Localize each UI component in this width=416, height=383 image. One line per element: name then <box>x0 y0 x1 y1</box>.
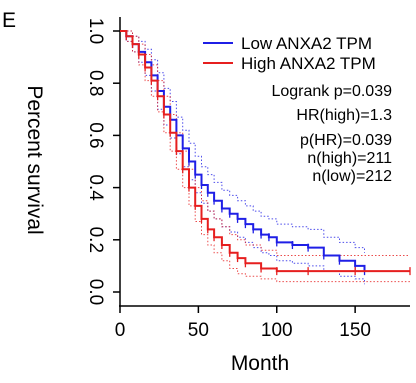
stat-line-3: n(high)=211 <box>307 150 392 167</box>
stats-annotations: Logrank p=0.039HR(high)=1.3p(HR)=0.039n(… <box>271 83 392 185</box>
legend-label-0: Low ANXA2 TPM <box>241 34 372 53</box>
ci-upper-0 <box>120 30 365 253</box>
x-tick-label: 100 <box>261 320 293 341</box>
y-tick-label: 0.2 <box>85 227 106 253</box>
y-tick-label: 0.6 <box>85 122 106 148</box>
y-tick-label: 1.0 <box>85 18 106 44</box>
y-tick-label: 0.0 <box>85 279 106 305</box>
legend-label-1: High ANXA2 TPM <box>241 54 376 73</box>
survival-curves <box>120 30 411 276</box>
x-axis-title: Month <box>231 352 289 375</box>
y-tick-label: 0.8 <box>85 70 106 96</box>
x-tick-label: 50 <box>188 320 209 341</box>
stat-line-4: n(low)=212 <box>312 168 392 185</box>
axes: 0 50 100 150 0.0 0.2 0.4 0.6 0.8 1.0 <box>85 17 410 341</box>
panel-label: E <box>2 9 16 32</box>
x-tick-label: 150 <box>339 320 371 341</box>
y-axis-title: Percent survival <box>23 85 46 234</box>
y-tick-label: 0.4 <box>85 174 106 201</box>
stat-line-2: p(HR)=0.039 <box>300 132 392 149</box>
stat-line-1: HR(high)=1.3 <box>296 107 392 124</box>
ci-lower-1 <box>120 30 410 283</box>
x-tick-label: 0 <box>115 320 126 341</box>
stat-line-0: Logrank p=0.039 <box>271 83 392 100</box>
